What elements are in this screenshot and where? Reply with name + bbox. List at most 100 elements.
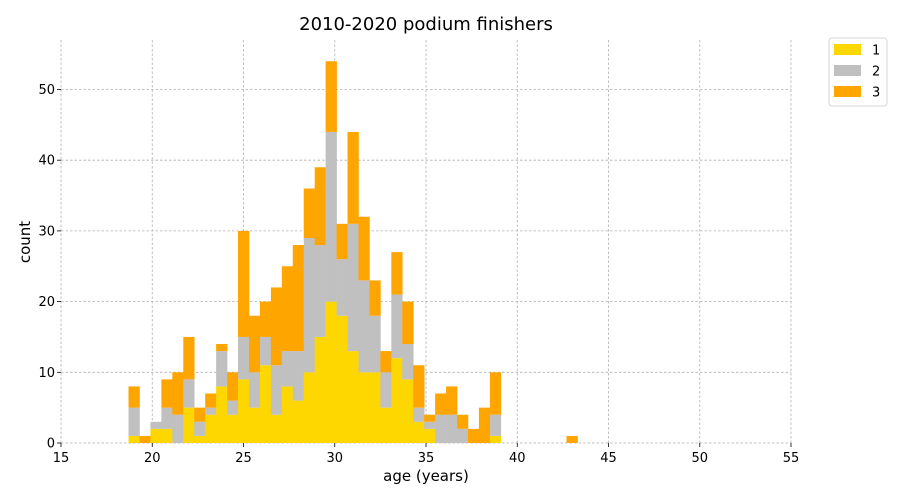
bar-series-2 <box>380 372 392 408</box>
bar-series-3 <box>489 372 502 415</box>
bar-series-3 <box>172 372 184 415</box>
bar-series-2 <box>391 294 403 359</box>
bar-series-2 <box>369 315 381 373</box>
x-tick-label: 55 <box>783 451 800 466</box>
bar-series-1 <box>227 414 239 443</box>
bar-series-2 <box>248 372 261 408</box>
y-axis-label: count <box>16 221 34 263</box>
y-tick-label: 50 <box>38 83 55 98</box>
bar-series-1 <box>183 407 195 443</box>
bar-series-1 <box>380 407 392 443</box>
bar-series-2 <box>413 407 425 422</box>
bar-series-3 <box>446 386 458 415</box>
bar-series-1 <box>347 351 359 443</box>
bar-series-1 <box>270 414 283 443</box>
bar-series-1 <box>281 386 294 443</box>
bar-series-2 <box>216 351 228 387</box>
bar-series-1 <box>248 407 261 443</box>
bar-series-2 <box>325 131 337 302</box>
bar-series-1 <box>303 372 315 443</box>
bar-series-3 <box>457 414 469 429</box>
y-tick-label: 30 <box>38 224 55 239</box>
x-tick-label: 45 <box>600 451 617 466</box>
bar-series-3 <box>566 435 578 443</box>
x-axis-label: age (years) <box>383 467 469 485</box>
bar-series-1 <box>424 428 436 443</box>
bar-series-1 <box>314 336 326 443</box>
bar-series-2 <box>424 421 436 429</box>
bar-series-1 <box>369 372 381 443</box>
bar-series-3 <box>183 336 195 380</box>
bar-series-3 <box>358 216 370 281</box>
bar-series-1 <box>238 379 250 443</box>
y-axis-ticks: 0 10 20 30 40 50 <box>38 83 61 452</box>
bar-series-1 <box>161 428 173 443</box>
bar-series-3 <box>259 301 272 337</box>
bar-series-3 <box>467 428 480 443</box>
legend-swatch-1 <box>834 44 861 55</box>
bar-series-2 <box>358 280 370 373</box>
bar-series-1 <box>128 435 140 443</box>
bar-series-1 <box>489 435 502 443</box>
x-tick-label: 20 <box>144 451 161 466</box>
bar-series-3 <box>435 393 447 415</box>
histogram-bars <box>128 61 578 443</box>
bar-series-2 <box>489 414 502 436</box>
legend-entry-2: 2 <box>872 65 880 80</box>
bar-series-2 <box>128 407 140 436</box>
bar-series-1 <box>259 365 272 443</box>
bar-series-1 <box>292 400 305 443</box>
x-tick-label: 15 <box>53 451 70 466</box>
bar-series-3 <box>238 230 250 337</box>
bar-series-3 <box>336 223 348 260</box>
y-tick-label: 0 <box>47 437 55 452</box>
bar-series-1 <box>413 421 425 443</box>
bar-series-3 <box>424 414 436 422</box>
bar-series-2 <box>292 351 305 401</box>
bar-series-2 <box>281 351 294 387</box>
bar-series-1 <box>205 414 217 443</box>
x-tick-label: 25 <box>235 451 252 466</box>
bar-series-3 <box>281 266 294 352</box>
bar-series-3 <box>292 245 305 352</box>
y-tick-label: 10 <box>38 366 55 381</box>
x-tick-label: 40 <box>509 451 526 466</box>
bar-series-1 <box>216 386 228 443</box>
x-tick-label: 30 <box>326 451 343 466</box>
bar-series-1 <box>325 301 337 443</box>
bar-series-2 <box>205 407 217 415</box>
bar-series-3 <box>139 435 151 443</box>
chart-title: 2010-2020 podium finishers <box>299 14 553 35</box>
bar-series-1 <box>150 428 162 443</box>
bar-series-2 <box>435 414 447 443</box>
legend: 1 2 3 <box>828 37 888 107</box>
legend-swatch-3 <box>834 86 861 97</box>
bar-series-2 <box>259 336 272 366</box>
legend-swatch-2 <box>834 65 861 76</box>
bar-series-2 <box>446 414 458 443</box>
bar-series-2 <box>270 365 283 415</box>
bar-series-3 <box>380 351 392 373</box>
bar-series-3 <box>325 61 337 132</box>
bar-series-3 <box>216 344 228 352</box>
bar-series-3 <box>402 301 414 345</box>
bar-series-1 <box>391 358 403 443</box>
bar-series-2 <box>336 259 348 316</box>
bar-series-3 <box>194 407 206 422</box>
legend-entry-3: 3 <box>872 86 880 101</box>
bar-series-3 <box>478 407 491 443</box>
bar-series-1 <box>336 315 348 443</box>
bar-series-3 <box>205 393 217 408</box>
bar-series-1 <box>358 372 370 443</box>
bar-series-2 <box>161 407 173 429</box>
bar-series-2 <box>402 344 414 380</box>
bar-series-3 <box>128 386 140 408</box>
bar-series-3 <box>391 252 403 295</box>
bar-series-3 <box>161 379 173 408</box>
bar-series-3 <box>413 365 425 408</box>
y-tick-label: 40 <box>38 154 55 169</box>
x-axis-ticks: 15 20 25 30 35 40 45 50 55 <box>53 443 800 466</box>
bar-series-3 <box>314 167 326 246</box>
bar-series-2 <box>227 400 239 415</box>
